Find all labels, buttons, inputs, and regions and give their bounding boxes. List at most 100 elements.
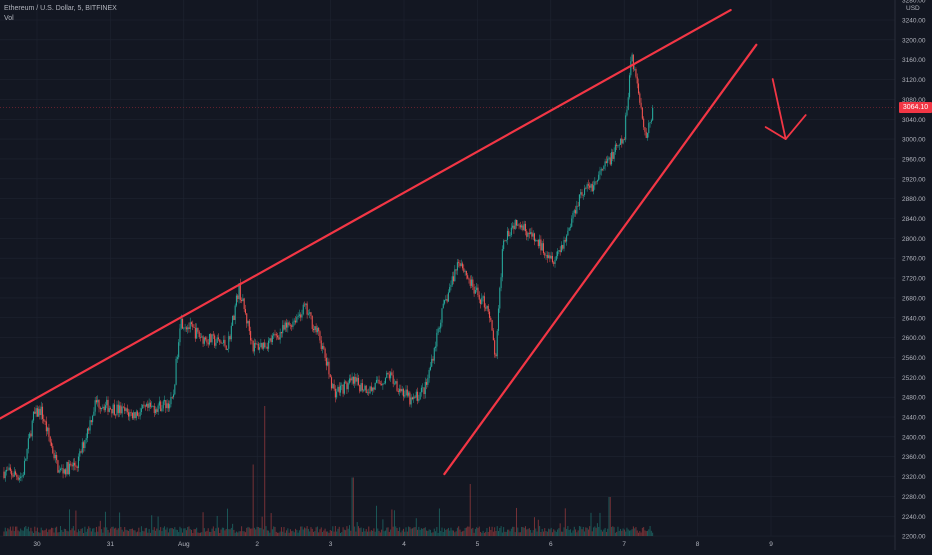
candle-body [52,446,54,454]
volume-bar [382,519,384,536]
volume-bar [472,527,474,536]
volume-bar [185,530,187,536]
candle-body [139,412,141,417]
candle-body [360,383,362,392]
candle-body [116,404,118,415]
candle-body [567,230,569,236]
volume-bar [94,532,96,536]
candle-body [621,138,623,144]
time-tick-label: Aug [178,541,190,548]
volume-bar [444,528,446,536]
candle-body [40,406,42,416]
candle-body [115,414,117,416]
candle-body [133,412,135,419]
volume-bar [56,526,58,536]
candle-body [145,403,148,407]
volume-bar [478,526,480,536]
volume-bar [627,529,629,536]
volume-bar [80,528,82,536]
candle-body [120,405,122,414]
candle-body [645,131,647,138]
candle-body [495,354,497,357]
candles[interactable] [3,52,654,483]
candle-body [234,305,236,320]
candle-body [648,123,650,134]
candle-body [315,326,317,333]
candle-body [3,471,5,479]
volume-bar [518,532,520,536]
candle-body [336,391,338,398]
volume-bar [546,531,548,536]
candle-body [162,401,164,409]
volume-bar [409,527,411,536]
candle-body [216,337,218,343]
candle-body [646,133,649,138]
volume-bar [341,532,343,536]
volume-bar [424,527,426,536]
volume-bar [224,530,226,536]
candle-body [584,188,586,196]
volume-bar [607,528,609,536]
volume-bar [420,528,422,536]
volume-bar [107,529,109,536]
candle-body [351,376,353,381]
volume-bar [388,531,390,536]
trendline-lower[interactable] [443,43,758,476]
trendline-upper[interactable] [0,8,732,424]
candle-body [324,348,326,358]
volume-bar [246,527,248,536]
candle-body [232,315,234,326]
volume-bar [119,512,121,536]
volume-bar [415,518,417,536]
candle-body [303,304,306,306]
candle-body [553,262,555,264]
volume-bar [298,530,300,536]
time-axis[interactable]: 30 31 Aug 2 3 4 5 6 7 8 9 [33,541,773,548]
volume-bar [408,526,410,536]
volume-bar [364,531,366,536]
volume-bar [226,508,228,536]
volume-bar [143,531,145,536]
volume-bar [451,530,453,536]
volume-bar [536,531,538,536]
volume-bar [207,528,209,536]
down-arrow-head[interactable] [764,114,807,141]
time-tick-label: 8 [696,541,700,548]
volume-bar [137,531,139,536]
price-tick-label: 3000.00 [902,137,926,144]
volume-bar [155,530,157,536]
candle-body [426,382,428,385]
volume-bar [187,527,189,536]
drawings[interactable] [0,8,807,476]
candle-body [74,462,76,466]
candle-body [330,377,333,389]
volume-bar [410,528,412,536]
volume-bar [551,532,553,536]
volume-bar [648,529,650,536]
volume-bar [284,532,286,536]
candle-body [598,174,600,181]
volume-bar [462,531,464,536]
volume-bar [193,529,195,536]
volume-bar [463,530,465,536]
candle-body [496,330,498,357]
candle-body [388,374,390,379]
volume-bar [621,530,623,536]
volume-bar [18,531,20,536]
candle-body [310,312,312,316]
price-tick-label: 2280.00 [902,494,926,501]
volume-bar [157,516,159,536]
candle-body [357,378,360,385]
candle-body [280,332,282,334]
candle-body [319,331,321,341]
volume-indicator-label[interactable]: Vol [4,15,14,22]
volume-bar [563,527,565,536]
price-tick-label: 2880.00 [902,196,926,203]
candle-body [603,166,605,170]
down-arrow-shaft[interactable] [771,78,787,141]
price-axis[interactable]: 3280.00 3240.00 3200.00 3160.00 3120.00 3080.… [902,0,926,541]
volume-bar [402,528,404,536]
volume-bar [631,529,633,536]
